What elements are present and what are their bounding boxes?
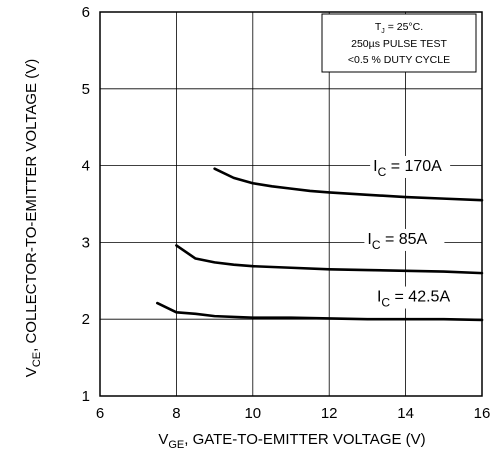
note-temp-sub: J	[381, 28, 385, 35]
condition-note-line-3: <0.5 % DUTY CYCLE	[348, 54, 450, 66]
series-line	[175, 244, 484, 275]
y-tick-label: 1	[82, 388, 90, 405]
plot-frame	[99, 11, 483, 397]
series-label-rest: = 170A	[386, 158, 442, 175]
y-tick-label: 4	[82, 158, 90, 175]
series-line	[213, 167, 484, 202]
x-axis-title: VGE, GATE-TO-EMITTER VOLTAGE (V)	[158, 431, 425, 450]
series-label-rest: = 85A	[381, 231, 428, 248]
y-tick-label: 6	[82, 4, 90, 21]
y-tick-labels: 1 2 3 4 5 6	[82, 4, 90, 405]
condition-note-line-1: TJ = 25°C.	[375, 21, 423, 35]
x-tick-label: 14	[397, 405, 414, 422]
condition-note-box	[321, 13, 477, 73]
x-tick-label: 8	[172, 405, 180, 422]
x-tick-label: 10	[244, 405, 261, 422]
y-tick-label: 3	[82, 234, 90, 251]
series-label-sub: C	[372, 238, 381, 252]
x-tick-label: 6	[96, 405, 104, 422]
series-label-bg	[373, 286, 466, 309]
series-label-main: I	[377, 289, 381, 306]
series-label-sub: C	[378, 165, 387, 179]
y-axis-title: VCE, COLLECTOR-TO-EMITTER VOLTAGE (V)	[23, 59, 43, 377]
y-axis-title-main: V	[23, 367, 40, 377]
series-label: IC = 170A	[373, 158, 442, 179]
series-lines	[156, 167, 484, 322]
y-tick-label: 5	[82, 81, 90, 98]
condition-note: TJ = 25°C. 250µs PULSE TEST <0.5 % DUTY …	[321, 13, 477, 73]
series-label-sub: C	[381, 296, 390, 310]
x-tick-labels: 6 8 10 12 14 16	[96, 405, 491, 422]
series-label-bg	[364, 228, 445, 251]
series-label-bg	[370, 155, 451, 178]
series-label-main: I	[373, 158, 377, 175]
series-label: IC = 85A	[367, 231, 427, 252]
note-temp-rest: = 25°C.	[385, 21, 423, 33]
x-axis-title-main: V	[158, 431, 168, 448]
series-label-main: I	[367, 231, 371, 248]
x-axis-title-rest: , GATE-TO-EMITTER VOLTAGE (V)	[184, 431, 425, 448]
y-tick-label: 2	[82, 311, 90, 328]
y-axis-title-rest: , COLLECTOR-TO-EMITTER VOLTAGE (V)	[23, 59, 40, 352]
x-tick-label: 12	[321, 405, 338, 422]
y-axis-title-sub: CE	[31, 352, 43, 367]
x-axis-title-sub: GE	[168, 439, 184, 450]
series-line	[156, 301, 484, 322]
note-temp-main: T	[375, 21, 382, 33]
series-label-rest: = 42.5A	[390, 289, 450, 306]
series-label: IC = 42.5A	[377, 289, 451, 310]
condition-note-line-2: 250µs PULSE TEST	[351, 38, 447, 50]
x-tick-label: 16	[474, 405, 491, 422]
